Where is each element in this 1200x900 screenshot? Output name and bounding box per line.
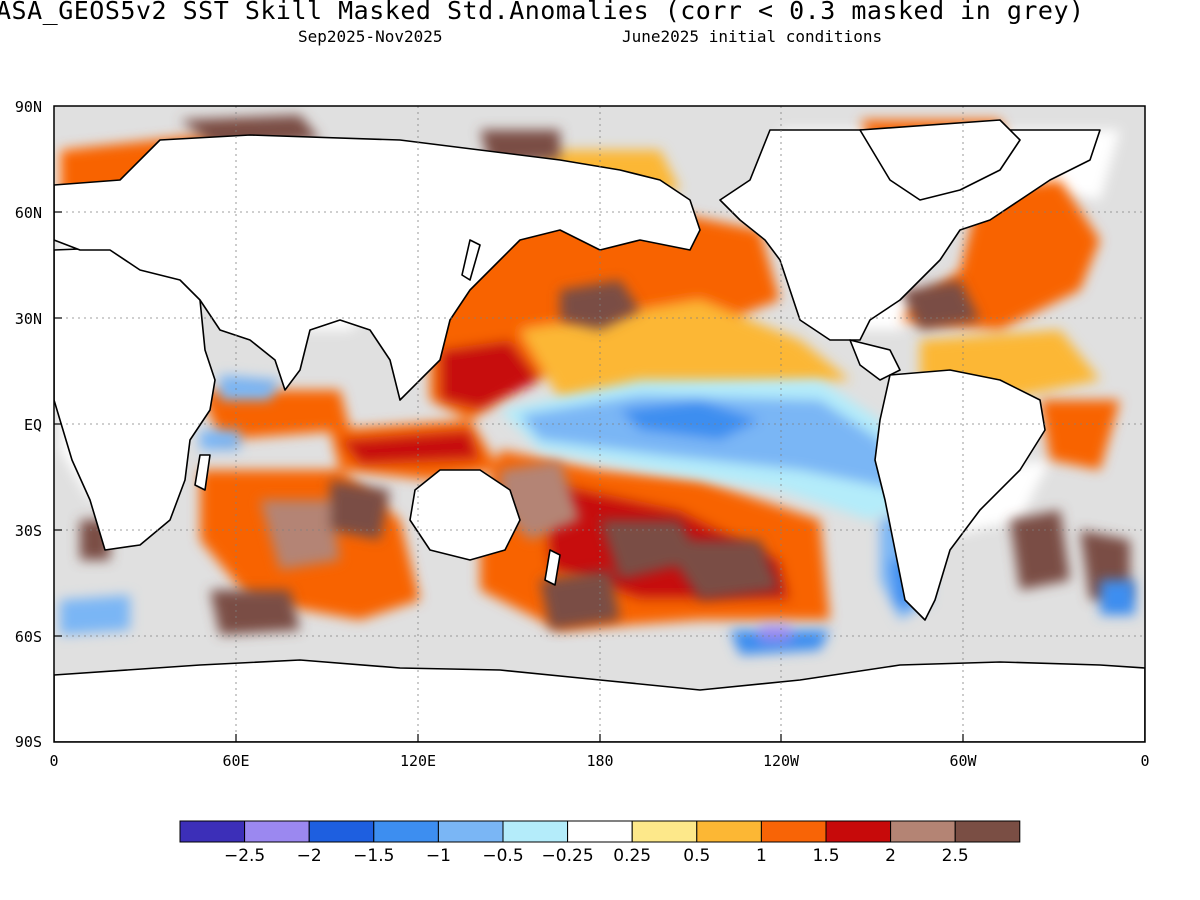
- lon-label: 180: [586, 752, 614, 770]
- colorbar-swatch: [437, 820, 504, 843]
- australia-land: [409, 469, 521, 561]
- colorbar-swatch: [954, 820, 1021, 843]
- colorbar-swatch: [631, 820, 698, 843]
- axis-ticks: [54, 211, 964, 742]
- colorbar-tick-label: −1: [425, 846, 451, 866]
- colorbar-tick-label: 2.5: [941, 846, 969, 866]
- lat-lon-grid: [54, 106, 1145, 742]
- lon-label: 0: [49, 752, 59, 770]
- lat-label: 60S: [14, 628, 42, 646]
- forecast-period: Sep2025-Nov2025: [298, 27, 443, 46]
- greenland-land: [859, 119, 1021, 201]
- south-america-land: [874, 369, 1046, 621]
- lon-label: 60E: [222, 752, 250, 770]
- colorbar-tick-label: −2: [296, 846, 322, 866]
- colorbar-tick-label: 1.5: [812, 846, 840, 866]
- colorbar-swatch: [502, 820, 569, 843]
- japan-land: [461, 239, 481, 281]
- colorbar-tick-label: −1.5: [353, 846, 395, 866]
- colorbar-swatch: [373, 820, 439, 843]
- new-zealand-land: [544, 549, 561, 586]
- lat-label: 90S: [14, 733, 42, 751]
- lat-label: EQ: [23, 416, 42, 434]
- lat-label: 90N: [14, 98, 42, 116]
- lat-label: 30N: [14, 310, 42, 328]
- colorbar-swatch: [696, 820, 762, 843]
- lon-label: 120W: [762, 752, 800, 770]
- colorbar-tick-label: −2.5: [223, 846, 266, 866]
- antarctica-land: [54, 659, 1145, 742]
- colorbar-tick-label: −0.5: [482, 846, 524, 866]
- map-title: ASA_GEOS5v2 SST Skill Masked Std.Anomali…: [0, 0, 1085, 25]
- colorbar-swatch: [825, 820, 892, 843]
- colorbar-tick-label: 2: [885, 846, 897, 866]
- colorbar-swatch: [308, 820, 375, 843]
- africa-land: [54, 244, 216, 551]
- strong-warm-patches: [80, 115, 1130, 635]
- colorbar-tick-label: 1: [755, 846, 767, 866]
- coastlines: [54, 119, 1145, 742]
- lon-label: 60W: [949, 752, 977, 770]
- colorbar-tick-label: 0.5: [683, 846, 711, 866]
- colorbar: [179, 820, 1021, 843]
- colorbar-tick-label: −0.25: [541, 846, 594, 866]
- lat-label: 30S: [14, 522, 42, 540]
- sst-anomaly-field: [54, 106, 1145, 742]
- madagascar-land: [194, 454, 211, 491]
- lon-label: 120E: [399, 752, 437, 770]
- lon-label: 0: [1140, 752, 1150, 770]
- colorbar-swatch: [567, 820, 633, 843]
- colorbar-swatch: [244, 820, 310, 843]
- initial-conditions: June2025 initial conditions: [622, 27, 883, 46]
- colorbar-tick-label: 0.25: [613, 846, 652, 866]
- europe-asia-land: [54, 134, 701, 401]
- north-america-land: [719, 129, 1101, 341]
- lat-label: 60N: [14, 204, 42, 222]
- colorbar-swatch: [179, 820, 246, 843]
- colorbar-swatch: [890, 820, 956, 843]
- colorbar-swatch: [760, 820, 827, 843]
